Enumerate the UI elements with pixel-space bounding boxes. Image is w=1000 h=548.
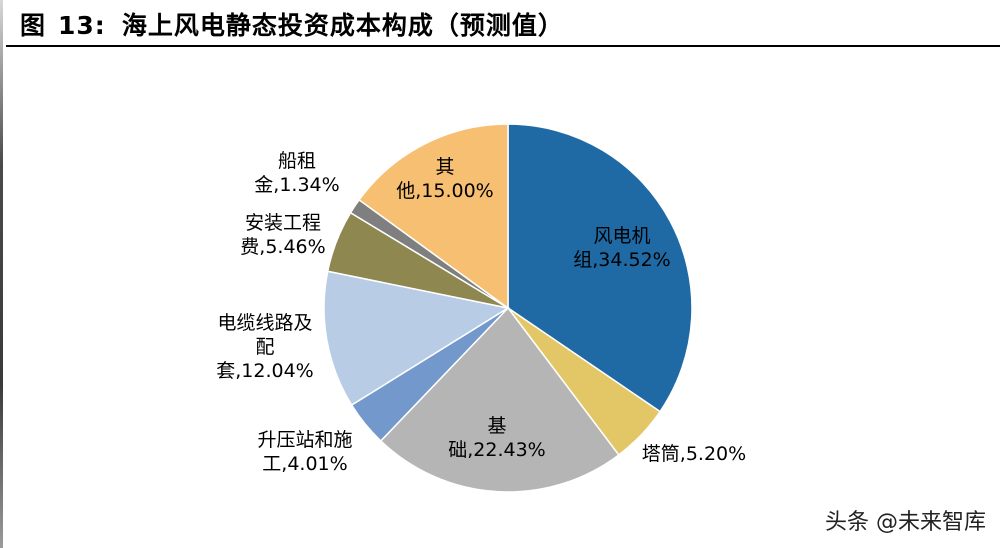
slice-label-line: 他,15.00% [396, 180, 494, 202]
slice-label-line: 费,5.46% [240, 236, 325, 258]
pie-slice-7 [358, 123, 509, 310]
slice-label-line: 安装工程 [245, 212, 321, 234]
slice-label-line: 础,22.43% [448, 439, 546, 461]
pie-slice-2 [379, 306, 620, 493]
slice-label-line: 其 [435, 156, 454, 178]
slice-label-line: 船租 [278, 150, 316, 172]
slice-label-line: 金,1.34% [254, 174, 339, 196]
pie-slices [323, 123, 693, 493]
pie-slice-4 [323, 270, 510, 407]
figure-title-text: 海上风电静态投资成本构成（预测值） [121, 11, 564, 40]
slice-label-7: 其他,15.00% [396, 156, 494, 202]
slice-label-6: 船租金,1.34% [254, 150, 339, 196]
title-rule [6, 45, 1000, 47]
slice-label-0: 风电机组,34.52% [573, 225, 671, 271]
figure-number: 13: [58, 11, 106, 40]
slice-label-line: 组,34.52% [573, 249, 671, 271]
slice-label-line: 套,12.04% [216, 360, 314, 382]
slice-label-4: 电缆线路及配套,12.04% [216, 312, 314, 382]
slice-label-5: 安装工程费,5.46% [240, 212, 325, 258]
pie-slice-0 [507, 123, 693, 413]
slice-label-line: 塔筒,5.20% [642, 443, 746, 465]
slice-label-line: 电缆线路及 [217, 312, 312, 334]
figure-prefix: 图 [20, 11, 47, 40]
slice-label-3: 升压站和施工,4.01% [257, 429, 352, 475]
slice-label-1: 塔筒,5.20% [642, 443, 746, 465]
slice-label-line: 基 [487, 415, 506, 437]
figure-title: 图 13: 海上风电静态投资成本构成（预测值） [20, 6, 564, 42]
slice-label-line: 工,4.01% [262, 453, 347, 475]
slice-label-line: 配 [255, 336, 274, 358]
watermark: 头条 @未来智库 [825, 510, 986, 535]
left-edge-strip [0, 0, 3, 548]
slice-label-2: 基础,22.43% [448, 415, 546, 461]
pie-labels: 风电机组,34.52% 塔筒,5.20% 基础,22.43% 升压站和施工,4.01%… [216, 150, 746, 475]
slice-label-line: 风电机 [593, 225, 650, 247]
slice-label-line: 升压站和施 [257, 429, 352, 451]
